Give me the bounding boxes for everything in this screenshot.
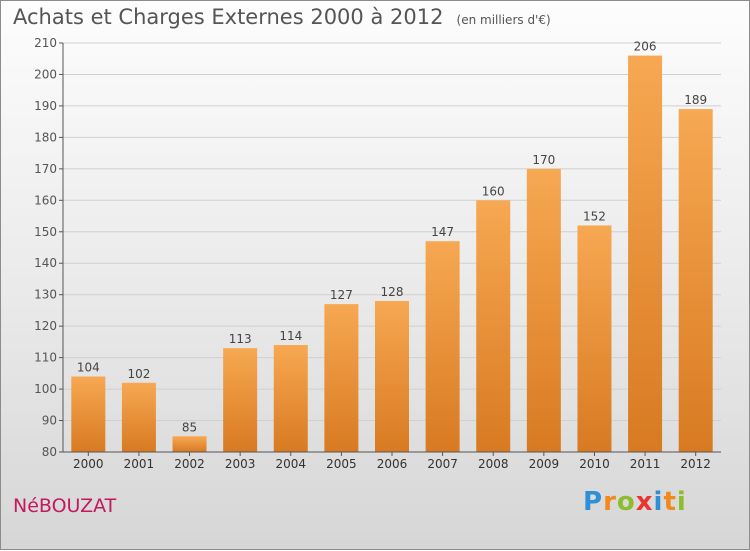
y-tick-label: 130 <box>34 288 57 302</box>
title-row: Achats et Charges Externes 2000 à 2012 (… <box>13 5 551 29</box>
x-tick-label: 2008 <box>478 457 509 471</box>
bar-value-label: 152 <box>583 209 606 223</box>
brand-logo-letter: i <box>653 487 664 517</box>
x-tick-label: 2007 <box>427 457 458 471</box>
y-tick-label: 140 <box>34 256 57 270</box>
x-tick-label: 2010 <box>579 457 610 471</box>
bar-value-label: 85 <box>182 420 197 434</box>
bar-value-label: 128 <box>381 285 404 299</box>
y-tick-label: 170 <box>34 162 57 176</box>
brand-logo-letter: P <box>583 487 604 517</box>
x-tick-label: 2012 <box>680 457 711 471</box>
x-tick-label: 2004 <box>275 457 306 471</box>
axes: 8090100110120130140150160170180190200210… <box>34 36 721 471</box>
bar <box>324 304 359 452</box>
chart-subtitle: (en milliers d'€) <box>456 13 551 27</box>
y-tick-label: 190 <box>34 99 57 113</box>
bar <box>172 436 207 452</box>
x-tick-label: 2001 <box>124 457 155 471</box>
bar-value-label: 206 <box>634 40 657 54</box>
bar-value-label: 189 <box>684 93 707 107</box>
brand-logo-letter: x <box>635 487 654 517</box>
bar-value-label: 102 <box>127 367 150 381</box>
x-tick-label: 2006 <box>377 457 408 471</box>
y-tick-label: 200 <box>34 67 57 81</box>
x-tick-label: 2002 <box>174 457 205 471</box>
bar-value-label: 147 <box>431 225 454 239</box>
bar <box>425 241 460 452</box>
bar-value-label: 160 <box>482 184 505 198</box>
x-tick-label: 2009 <box>529 457 560 471</box>
bar <box>678 109 713 453</box>
bar-value-label: 170 <box>532 153 555 167</box>
x-tick-label: 2011 <box>630 457 661 471</box>
chart-title: Achats et Charges Externes 2000 à 2012 <box>13 5 444 29</box>
brand-logo-letter: i <box>676 487 687 517</box>
brand-logo-letter: r <box>603 487 617 517</box>
bar <box>526 168 561 452</box>
bar <box>577 225 612 452</box>
bar <box>223 348 258 452</box>
x-tick-label: 2003 <box>225 457 256 471</box>
bar <box>71 376 106 452</box>
bar-value-label: 114 <box>279 329 302 343</box>
y-tick-label: 90 <box>42 414 57 428</box>
bar-value-label: 104 <box>77 360 100 374</box>
bar <box>476 200 511 452</box>
y-tick-label: 80 <box>42 445 57 459</box>
bars <box>71 55 713 453</box>
bar-value-label: 113 <box>229 332 252 346</box>
y-tick-label: 120 <box>34 319 57 333</box>
y-tick-label: 210 <box>34 36 57 50</box>
bar <box>375 300 409 452</box>
bar-value-label: 127 <box>330 288 353 302</box>
bar <box>121 382 156 452</box>
y-tick-label: 100 <box>34 382 57 396</box>
brand-logo-letter: t <box>663 487 677 517</box>
brand-logo-letter: o <box>616 487 636 517</box>
bar <box>273 345 308 452</box>
y-tick-label: 180 <box>34 130 57 144</box>
y-tick-label: 110 <box>34 351 57 365</box>
y-tick-label: 160 <box>34 193 57 207</box>
data-labels: 104 102 85 113 114 127 128 147 160 170 152 206 189 <box>77 40 707 435</box>
bar <box>628 55 663 452</box>
commune-name: NéBOUZAT <box>13 495 117 517</box>
brand-logo: Proxiti <box>583 487 687 517</box>
x-tick-label: 2000 <box>73 457 104 471</box>
x-tick-label: 2005 <box>326 457 357 471</box>
y-tick-label: 150 <box>34 225 57 239</box>
